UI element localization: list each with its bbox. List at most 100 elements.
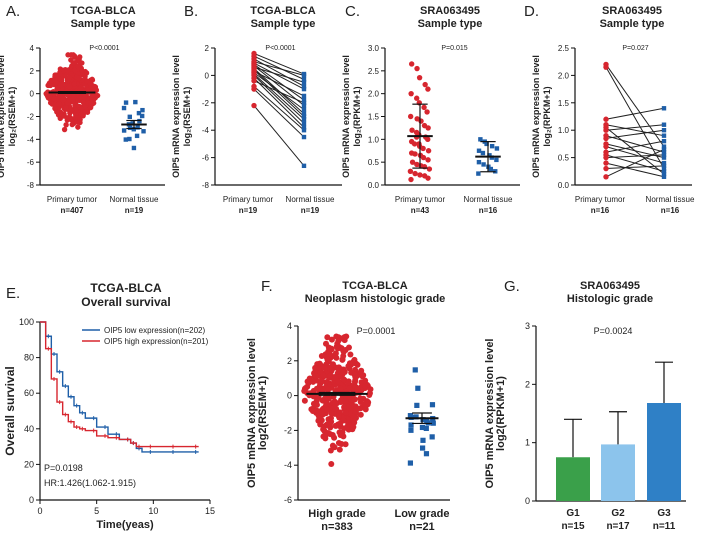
data-point [301, 114, 307, 119]
data-point [251, 86, 257, 92]
data-point [135, 125, 140, 130]
data-point [301, 125, 307, 130]
y-tick-label: 2 [525, 379, 530, 389]
y-tick-label: 2.0 [558, 71, 570, 80]
data-point [350, 358, 357, 365]
x-category-label: G2 [611, 508, 625, 519]
data-point [408, 427, 414, 433]
pair-line [253, 69, 305, 117]
data-point [335, 364, 342, 371]
data-point [302, 384, 309, 391]
y-tick-label: 40 [24, 424, 34, 434]
data-point [415, 385, 421, 391]
y-tick-label: 0.5 [368, 158, 380, 167]
y-tick-label: 3.0 [368, 44, 380, 53]
data-point [423, 425, 429, 432]
data-point [340, 376, 347, 383]
data-point [79, 67, 85, 74]
pair-line [253, 73, 305, 120]
data-point [136, 110, 142, 116]
panel-label: A. [6, 3, 20, 20]
y-tick-label: 2.5 [368, 67, 380, 76]
data-point [661, 133, 667, 138]
pair-line [253, 66, 305, 83]
x-category-label: G1 [566, 508, 580, 519]
y-axis-label-unit: log₂(RSEM+1) [182, 87, 192, 147]
data-point [70, 60, 76, 66]
data-point [420, 154, 427, 161]
data-point [342, 347, 349, 354]
x-n-label: n=19 [301, 206, 320, 215]
data-point [341, 404, 348, 411]
data-point [301, 100, 307, 105]
data-point [414, 65, 420, 72]
y-tick-label: 1.0 [558, 126, 570, 135]
data-point [476, 171, 481, 176]
pair-line [605, 124, 665, 137]
data-point [301, 117, 307, 122]
data-point [354, 361, 361, 368]
y-tick-label: 3 [525, 321, 530, 331]
data-point [484, 141, 489, 147]
data-point [251, 102, 257, 109]
data-point [419, 424, 426, 431]
pair-line [253, 64, 305, 101]
x-category-label: Normal tissue [464, 195, 513, 204]
data-point [488, 166, 494, 172]
y-tick-label: 0.0 [368, 181, 380, 190]
y-axis-label: OIP5 mRNA expression level [171, 55, 181, 178]
data-point [70, 97, 76, 103]
data-point [75, 124, 81, 130]
data-point [333, 354, 340, 361]
pair-line [605, 146, 665, 164]
data-point [476, 148, 482, 153]
pair-line [605, 129, 665, 139]
x-category-label: Primary tumor [223, 195, 274, 204]
data-point [413, 414, 419, 420]
data-point [407, 460, 414, 466]
data-point [324, 356, 331, 363]
y-tick-label: 2 [287, 356, 292, 366]
y-tick-label: 2 [205, 44, 210, 53]
data-point [63, 105, 69, 111]
data-point [57, 71, 63, 77]
x-category-label: Primary tumor [47, 195, 98, 204]
data-point [407, 113, 414, 120]
x-n-label: n=19 [125, 206, 144, 215]
x-n-label: n=21 [409, 521, 434, 533]
data-point [139, 113, 145, 119]
data-point [251, 78, 257, 84]
data-point [77, 116, 83, 123]
data-point [141, 129, 146, 134]
data-point [66, 74, 73, 81]
data-point [327, 372, 334, 379]
data-point [661, 155, 667, 160]
data-point [76, 75, 82, 81]
x-category-label: G3 [657, 508, 671, 519]
data-point [422, 81, 428, 88]
data-point [420, 417, 426, 423]
data-point [420, 437, 426, 443]
y-tick-label: 100 [19, 317, 34, 327]
data-point [301, 73, 307, 78]
y-tick-label: 1.0 [368, 135, 380, 144]
data-point [352, 415, 359, 422]
data-point [130, 121, 135, 126]
y-tick-label: 20 [24, 459, 34, 469]
data-point [661, 144, 667, 149]
data-point [661, 122, 667, 127]
y-axis-label-unit: log₂(RSEM+1) [7, 87, 17, 147]
data-point [331, 444, 338, 451]
data-point [57, 92, 63, 99]
data-point [140, 107, 145, 113]
data-point [480, 150, 486, 156]
data-point [318, 377, 325, 384]
chart-subtitle: Sample type [251, 18, 316, 30]
y-tick-label: -2 [27, 113, 35, 122]
data-point [355, 405, 362, 412]
data-point [346, 365, 353, 372]
data-point [336, 446, 343, 453]
data-point [328, 336, 335, 343]
